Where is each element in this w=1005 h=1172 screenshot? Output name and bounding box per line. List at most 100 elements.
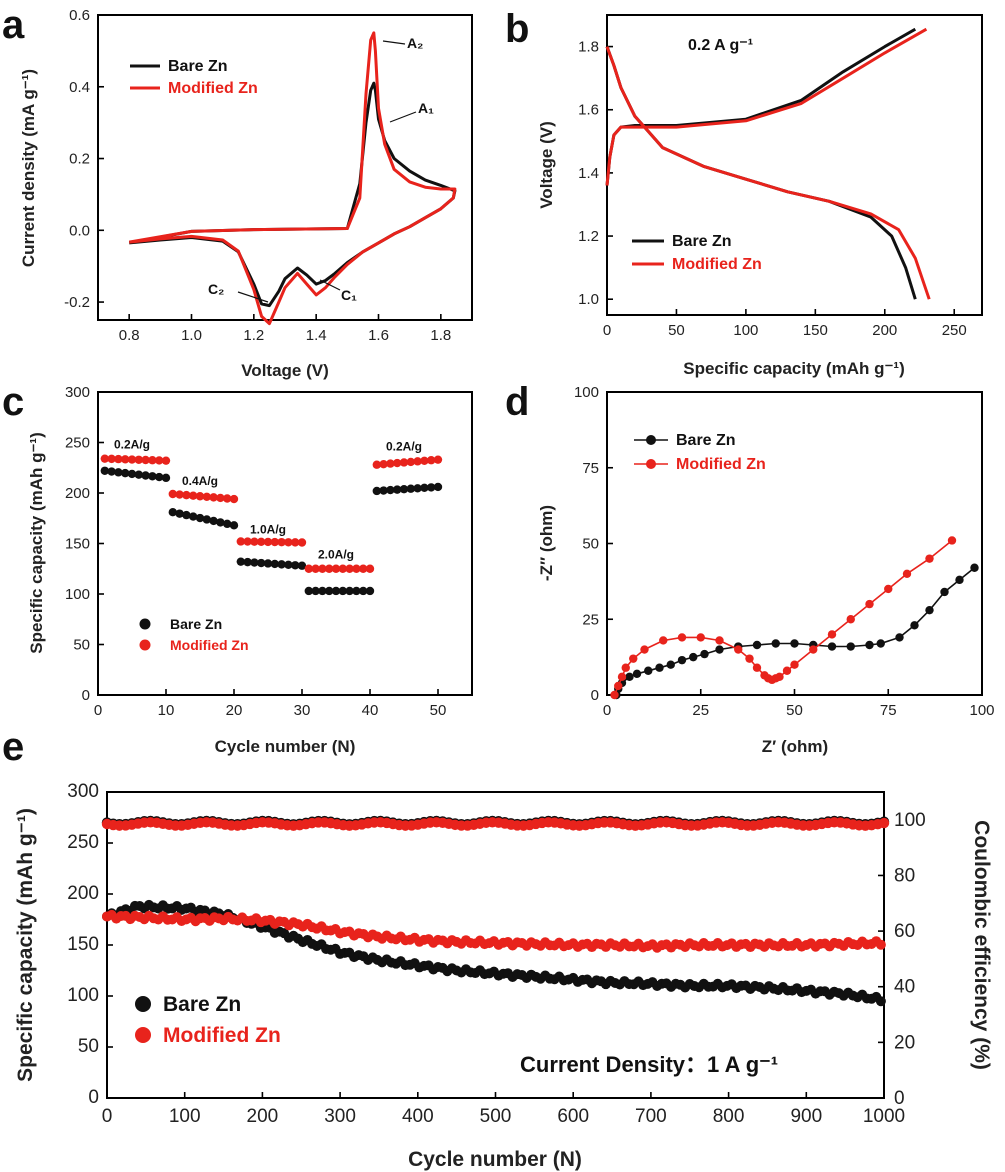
data-point-modified xyxy=(155,456,164,465)
data-point-modified xyxy=(100,454,110,463)
data-point-bare xyxy=(168,507,177,517)
annotation-a1: A₁ xyxy=(418,100,434,116)
x-tick-label: 30 xyxy=(294,702,311,719)
y-tick-label: 250 xyxy=(67,832,99,853)
data-point-modified xyxy=(715,636,724,645)
x-tick-label: 1.2 xyxy=(243,327,264,344)
data-point-modified xyxy=(617,672,627,682)
chart-panel-a: 0.8 1.0 1.2 1.4 1.6 1.8 -0.2 0.0 0.2 0.4 0.6 Volta… xyxy=(19,7,473,380)
data-point-bare xyxy=(413,484,422,493)
legend-label-modified-a: Modified Zn xyxy=(168,80,258,97)
data-point-modified xyxy=(365,564,375,573)
data-point-modified xyxy=(338,564,347,573)
chart-panel-b: 0 50 100 150 200 250 1.0 1.2 1.4 1.6 1.8 Specific … xyxy=(537,14,983,378)
points-c xyxy=(100,454,443,596)
data-point-modified xyxy=(752,663,762,672)
data-point-modified xyxy=(406,457,415,467)
data-point-bare xyxy=(955,575,964,585)
data-point-bare xyxy=(257,558,266,568)
y-tick-label: 1.8 xyxy=(578,39,599,56)
data-point-modified xyxy=(216,493,225,503)
legend-label-bare-c: Bare Zn xyxy=(170,616,222,632)
data-point-bare xyxy=(625,672,634,682)
data-point-bare xyxy=(846,642,855,651)
y2-tick-label: 0 xyxy=(894,1088,905,1109)
data-point-bare xyxy=(876,639,885,648)
data-point-bare xyxy=(632,669,642,678)
data-point-bare xyxy=(790,639,799,648)
rate-label: 0.4A/g xyxy=(182,474,218,488)
x-tick-label: 1000 xyxy=(863,1106,905,1127)
x-tick-label: 40 xyxy=(362,702,379,719)
data-point-bare xyxy=(175,509,184,518)
data-point-modified xyxy=(229,494,239,504)
rate-label: 2.0A/g xyxy=(318,548,354,562)
data-point-modified xyxy=(865,599,874,609)
data-point-modified xyxy=(277,537,286,547)
y-tick-label: -0.2 xyxy=(64,294,90,311)
y-tick-label: 150 xyxy=(67,934,99,955)
data-point-bare xyxy=(420,483,429,493)
y2-tick-label: 40 xyxy=(894,977,915,998)
data-point-bare xyxy=(331,586,341,596)
data-point-bare xyxy=(379,486,388,495)
y-tick-label: 1.0 xyxy=(578,291,599,308)
data-point-bare xyxy=(910,621,919,630)
data-point-modified xyxy=(257,537,266,547)
data-point-modified xyxy=(775,672,784,682)
ticks-b: 0 50 100 150 200 250 1.0 1.2 1.4 1.6 1.8 xyxy=(578,39,967,339)
data-point-modified xyxy=(175,490,184,499)
data-point-modified xyxy=(925,554,934,563)
annotation-a2: A₂ xyxy=(407,35,423,51)
data-point-modified xyxy=(745,654,754,663)
series-line-bare-d xyxy=(615,567,976,696)
data-point-bare xyxy=(107,467,116,476)
x-tick-label: 50 xyxy=(668,322,685,339)
data-point-bare xyxy=(365,586,375,596)
x-tick-label: 50 xyxy=(786,702,803,719)
panel-label-b: b xyxy=(505,7,529,51)
data-point-modified xyxy=(372,460,381,469)
series-line-bare-a xyxy=(128,81,457,308)
y-tick-label: 1.2 xyxy=(578,228,599,245)
y-axis-title-d: -Z″ (ohm) xyxy=(537,505,556,581)
x-tick-label: 500 xyxy=(480,1106,512,1127)
data-point-modified xyxy=(202,492,211,502)
data-point-modified xyxy=(902,569,912,578)
data-point-modified xyxy=(884,584,893,594)
data-point-bare xyxy=(100,466,110,475)
series-line-modified-a xyxy=(128,31,457,326)
data-point-modified xyxy=(809,645,818,654)
pointer-c2 xyxy=(237,291,269,303)
data-point-bare xyxy=(666,660,675,669)
legend-marker-bare-c xyxy=(139,618,151,630)
data-point-modified xyxy=(782,666,792,675)
plot-frame-b xyxy=(606,14,983,316)
legend-marker-modified-e xyxy=(135,1027,151,1043)
chart-panel-e: 0 100 200 300 400 500 600 700 800 900 100005010015… xyxy=(14,781,993,1171)
data-point-bare xyxy=(715,645,724,654)
lines-d xyxy=(610,536,979,700)
data-point-bare xyxy=(182,510,191,520)
data-point-modified xyxy=(947,536,957,545)
x-tick-label: 600 xyxy=(557,1106,589,1127)
panel-label-e: e xyxy=(2,725,24,769)
rate-labels-c: 0.2A/g 0.4A/g 1.0A/g 2.0A/g 0.2A/g xyxy=(114,438,422,562)
data-point-bare xyxy=(250,558,259,567)
data-point-bare xyxy=(644,666,653,675)
data-point-modified xyxy=(297,538,307,547)
data-point-modified xyxy=(614,681,623,691)
legend-label-modified-c: Modified Zn xyxy=(170,637,249,653)
y-tick-label: 0 xyxy=(591,687,599,704)
data-point-modified xyxy=(127,455,137,464)
data-point-bare xyxy=(406,484,415,493)
data-point-bare xyxy=(243,557,252,567)
plot-frame-a xyxy=(97,14,473,321)
data-point-modified xyxy=(393,458,402,468)
x-tick-label: 100 xyxy=(969,702,994,719)
data-point-modified xyxy=(114,454,123,464)
x-tick-label: 100 xyxy=(169,1106,201,1127)
x-tick-label: 250 xyxy=(942,322,967,339)
x-axis-title-c: Cycle number (N) xyxy=(215,737,356,756)
